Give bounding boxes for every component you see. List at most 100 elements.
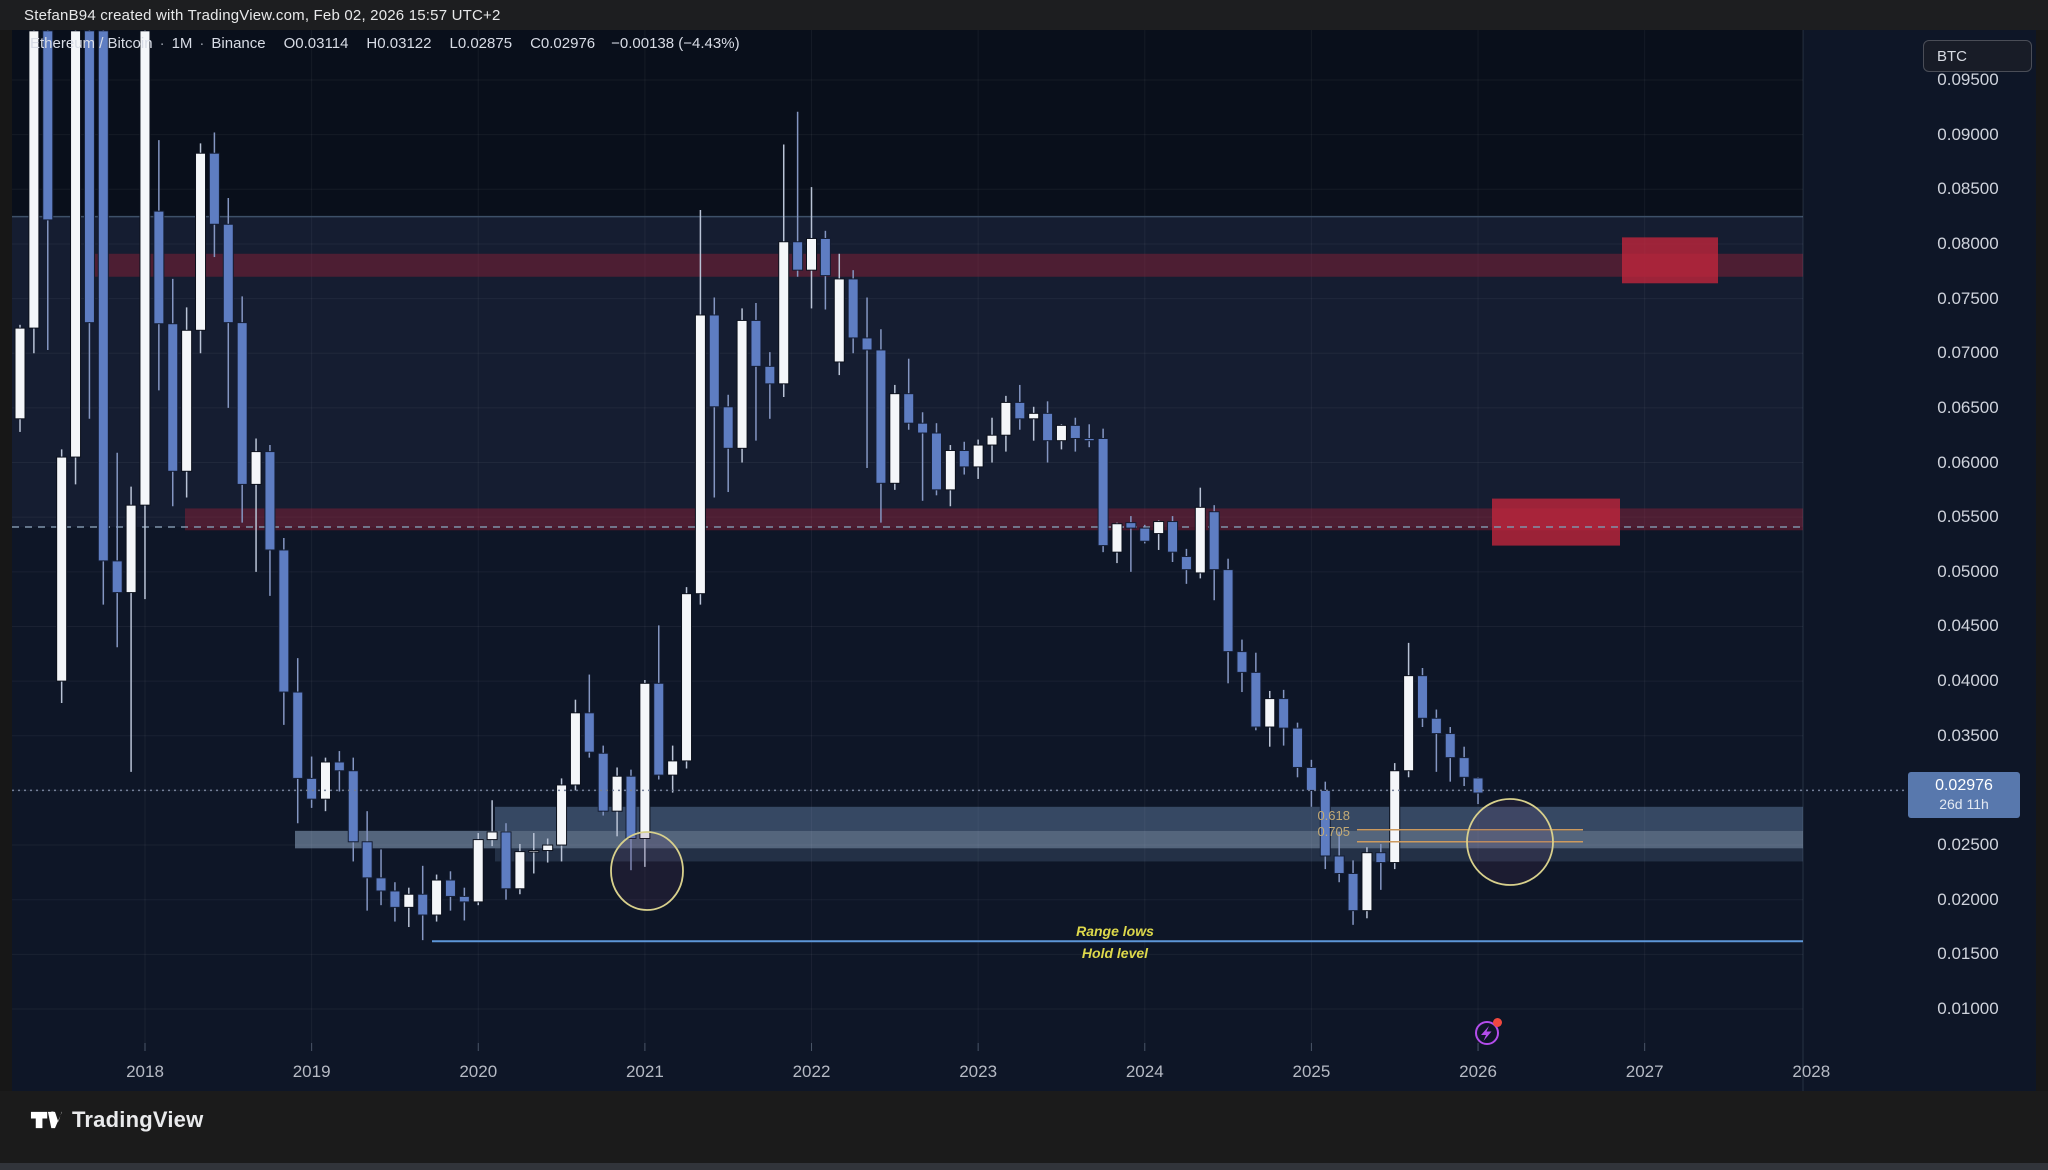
- gridlines: [12, 30, 1803, 1043]
- demand-zone[interactable]: [295, 830, 1803, 849]
- candle-body: [1292, 727, 1304, 768]
- candle-body: [889, 393, 901, 484]
- fib-label-705[interactable]: 0.705: [1317, 824, 1350, 839]
- supply-zone[interactable]: [95, 253, 1803, 277]
- current-price-label: 0.02976 26d 11h: [1908, 772, 2020, 818]
- candle-body: [556, 784, 568, 846]
- candle-body: [472, 839, 484, 903]
- price-axis-label: 0.05500: [1937, 507, 1999, 527]
- candle-body: [611, 775, 623, 812]
- legend-separator: ·: [199, 34, 205, 52]
- year-label: 2023: [959, 1062, 998, 1081]
- mid-shade-region: [12, 216, 1803, 528]
- candle-body: [1139, 527, 1151, 542]
- bottom-edge: [0, 1163, 2048, 1170]
- candle-body: [653, 682, 665, 776]
- candle-body: [347, 770, 359, 843]
- candle-body: [264, 451, 276, 551]
- range-lows-text[interactable]: Range lows: [1076, 923, 1154, 939]
- candle-body: [403, 893, 415, 908]
- candle-body: [208, 152, 220, 225]
- year-label: 2028: [1792, 1062, 1831, 1081]
- legend-close-value: 0.02976: [540, 34, 596, 52]
- legend-low-value: 0.02875: [457, 34, 513, 52]
- supply-zone-box[interactable]: [1622, 237, 1718, 284]
- candle-body: [1319, 789, 1331, 857]
- candle-body: [514, 851, 526, 890]
- tradingview-logo[interactable]: TradingView: [28, 1103, 203, 1137]
- chart-background: [12, 30, 2036, 1091]
- candle-body: [958, 450, 970, 468]
- fib-label-618[interactable]: 0.618: [1317, 808, 1350, 823]
- candle-body: [778, 241, 790, 385]
- price-axis-label: 0.03500: [1937, 725, 1999, 745]
- demand-zone[interactable]: [495, 848, 1803, 862]
- candle-body: [1208, 511, 1220, 571]
- legend-exchange[interactable]: Binance: [211, 34, 266, 52]
- candle-body: [542, 844, 554, 852]
- legend-interval[interactable]: 1M: [171, 34, 193, 52]
- highlight-circle[interactable]: [610, 831, 684, 911]
- chart-pane[interactable]: [12, 25, 1803, 1043]
- candle-body: [167, 323, 179, 472]
- candlestick-series: [14, 30, 1484, 941]
- candle-body: [83, 30, 95, 324]
- candle-body: [917, 422, 929, 434]
- candle-body: [972, 444, 984, 468]
- legend-low-label: L: [449, 34, 458, 52]
- price-axis-label: 0.01500: [1937, 944, 1999, 964]
- candle-body: [181, 329, 193, 472]
- year-label: 2020: [459, 1062, 498, 1081]
- supply-zone[interactable]: [185, 508, 1803, 531]
- candle-body: [486, 831, 498, 841]
- price-axis-label: 0.04000: [1937, 671, 1999, 691]
- candle-body: [431, 879, 443, 916]
- candle-body: [1167, 521, 1179, 553]
- hold-level-text[interactable]: Hold level: [1081, 945, 1149, 961]
- lightning-pattern-icon[interactable]: [1475, 1018, 1502, 1045]
- candle-body: [319, 761, 331, 800]
- candle-body: [1028, 412, 1040, 420]
- candle-body: [736, 319, 748, 449]
- currency-unit-button[interactable]: BTC: [1923, 40, 2032, 72]
- year-label: 2018: [126, 1062, 164, 1081]
- candle-body: [569, 712, 581, 786]
- left-margin: [0, 30, 12, 1091]
- right-margin: [2036, 30, 2048, 1091]
- price-axis-label: 0.09000: [1937, 124, 1999, 144]
- supply-zone-box[interactable]: [1492, 498, 1620, 546]
- price-axis-label: 0.02000: [1937, 889, 1999, 909]
- year-label: 2025: [1292, 1062, 1331, 1081]
- bar-countdown: 26d 11h: [1939, 796, 1989, 813]
- year-label: 2019: [292, 1062, 331, 1081]
- legend-symbol[interactable]: Ethereum / Bitcoin: [30, 34, 153, 52]
- price-axis-label: 0.06000: [1937, 452, 1999, 472]
- candle-body: [1042, 412, 1054, 442]
- current-price-value: 0.02976: [1935, 777, 1993, 795]
- price-axis-label: 0.06500: [1937, 397, 1999, 417]
- candle-body: [1333, 855, 1345, 874]
- demand-zone[interactable]: [495, 806, 1803, 831]
- price-axis-label: 0.07500: [1937, 288, 1999, 308]
- attribution-text: StefanB94 created with TradingView.com, …: [24, 6, 501, 24]
- candle-body: [1375, 852, 1387, 864]
- candle-body: [1125, 522, 1137, 529]
- candle-body: [1014, 401, 1026, 420]
- price-axis-label: 0.07000: [1937, 343, 1999, 363]
- candle-body: [195, 152, 207, 331]
- upper-shade-region: [12, 30, 1803, 217]
- candle-body: [28, 30, 40, 329]
- candle-body: [583, 712, 595, 753]
- candle-body: [1278, 698, 1290, 729]
- candle-body: [1430, 717, 1442, 735]
- highlight-circle[interactable]: [1466, 798, 1554, 886]
- candle-body: [1055, 424, 1067, 442]
- tradingview-logo-icon: [30, 1111, 62, 1129]
- candle-body: [111, 560, 123, 594]
- candle-body: [500, 831, 512, 890]
- symbol-legend: Ethereum / Bitcoin · 1M · Binance O 0.03…: [30, 33, 740, 53]
- candle-body: [1000, 401, 1012, 436]
- candle-body: [819, 237, 831, 277]
- candle-body: [986, 434, 998, 446]
